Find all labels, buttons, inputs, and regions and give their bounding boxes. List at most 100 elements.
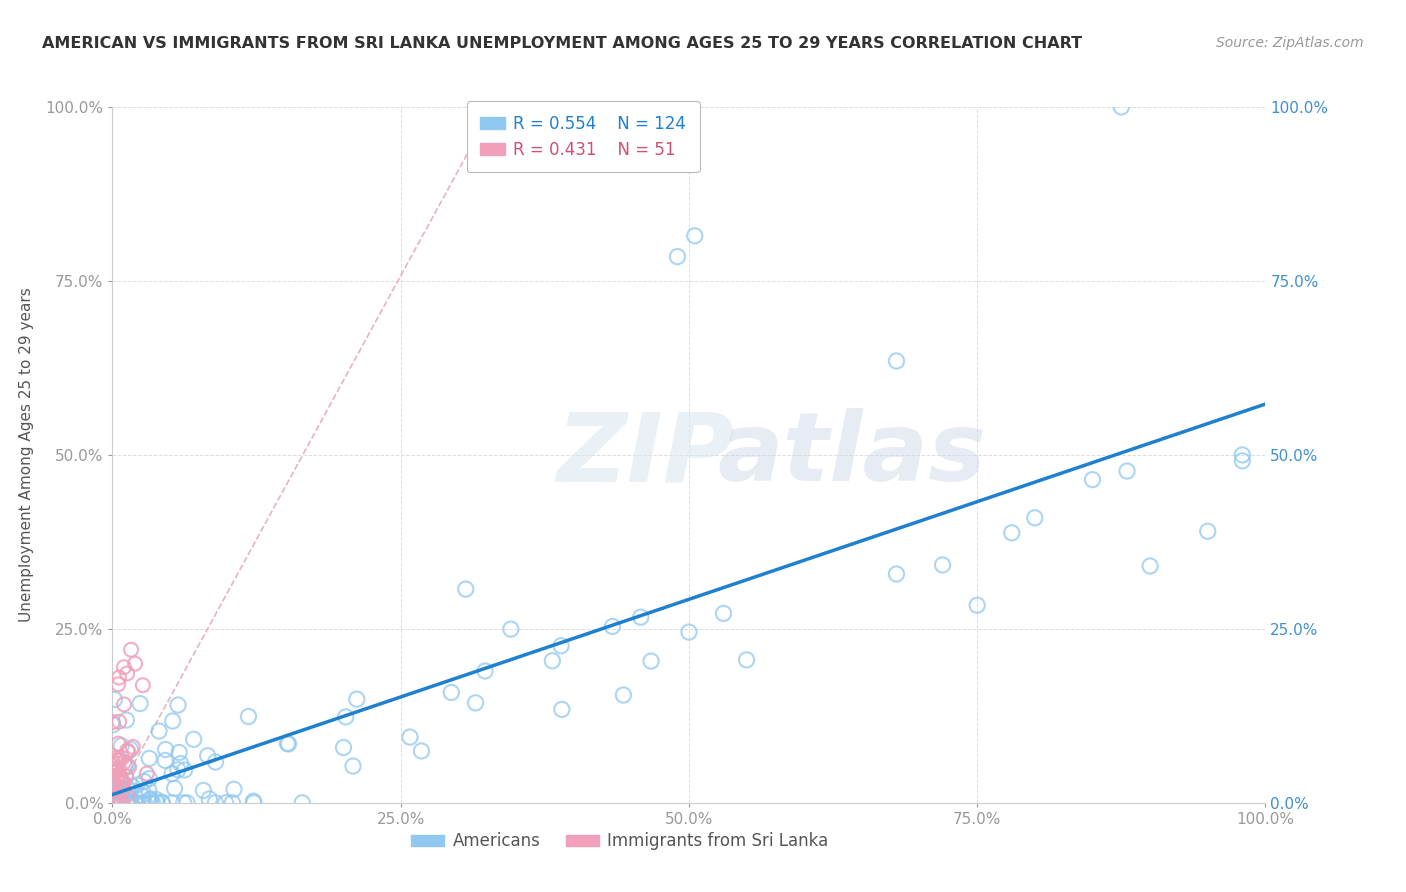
Point bbox=[215, 796, 238, 810]
Y-axis label: Unemployment Among Ages 25 to 29 years: Unemployment Among Ages 25 to 29 years bbox=[20, 287, 34, 623]
Point bbox=[107, 796, 129, 810]
Point bbox=[131, 784, 153, 798]
Point bbox=[110, 739, 132, 753]
Point bbox=[132, 678, 155, 692]
Point bbox=[155, 742, 177, 756]
Point bbox=[666, 250, 689, 264]
Point bbox=[103, 796, 125, 810]
Point bbox=[1116, 464, 1139, 478]
Point bbox=[735, 653, 758, 667]
Point bbox=[101, 759, 124, 773]
Point bbox=[124, 657, 146, 671]
Point bbox=[630, 610, 652, 624]
Point bbox=[115, 796, 138, 810]
Point bbox=[139, 793, 162, 807]
Point bbox=[335, 710, 357, 724]
Point bbox=[221, 796, 243, 810]
Point bbox=[110, 794, 132, 808]
Text: atlas: atlas bbox=[718, 409, 987, 501]
Point bbox=[120, 796, 142, 810]
Point bbox=[197, 748, 219, 763]
Point bbox=[110, 796, 132, 810]
Point bbox=[153, 754, 176, 768]
Point bbox=[115, 758, 138, 772]
Point bbox=[1001, 525, 1024, 540]
Point bbox=[243, 796, 266, 810]
Point bbox=[138, 783, 160, 797]
Point bbox=[115, 789, 138, 803]
Point bbox=[134, 796, 156, 810]
Point bbox=[499, 622, 522, 636]
Point bbox=[117, 796, 139, 810]
Point bbox=[204, 755, 226, 769]
Point bbox=[120, 783, 142, 797]
Point bbox=[110, 796, 132, 810]
Point bbox=[108, 772, 131, 787]
Point bbox=[115, 666, 138, 681]
Point bbox=[148, 724, 170, 739]
Point bbox=[114, 770, 136, 784]
Point bbox=[105, 756, 128, 771]
Point bbox=[551, 702, 574, 716]
Point bbox=[170, 756, 193, 771]
Point bbox=[125, 778, 148, 792]
Point bbox=[108, 796, 131, 810]
Point bbox=[110, 793, 132, 807]
Point bbox=[145, 796, 167, 810]
Point bbox=[163, 781, 186, 796]
Point bbox=[103, 796, 125, 810]
Point bbox=[112, 660, 135, 674]
Point bbox=[115, 796, 138, 810]
Point bbox=[117, 783, 139, 797]
Point bbox=[105, 785, 128, 799]
Point bbox=[105, 751, 128, 765]
Point bbox=[167, 746, 190, 760]
Point bbox=[183, 732, 205, 747]
Point bbox=[886, 567, 908, 582]
Point bbox=[108, 671, 131, 685]
Point bbox=[105, 753, 128, 767]
Point bbox=[125, 796, 148, 810]
Point bbox=[139, 791, 162, 805]
Point bbox=[103, 795, 125, 809]
Point bbox=[474, 664, 496, 678]
Point bbox=[1111, 100, 1133, 114]
Point bbox=[104, 788, 127, 802]
Point bbox=[277, 737, 299, 751]
Point bbox=[108, 780, 131, 795]
Point bbox=[110, 784, 132, 798]
Point bbox=[1081, 473, 1104, 487]
Point bbox=[108, 795, 131, 809]
Point bbox=[713, 607, 735, 621]
Point bbox=[291, 796, 314, 810]
Point bbox=[129, 697, 152, 711]
Point bbox=[173, 763, 195, 777]
Point bbox=[101, 794, 124, 808]
Point bbox=[103, 774, 125, 789]
Point bbox=[107, 770, 129, 784]
Point bbox=[103, 791, 125, 805]
Point bbox=[101, 777, 124, 791]
Point bbox=[107, 677, 129, 691]
Point bbox=[141, 796, 163, 810]
Point bbox=[112, 698, 135, 712]
Point bbox=[112, 755, 135, 769]
Point bbox=[150, 796, 173, 810]
Point bbox=[966, 599, 988, 613]
Point bbox=[131, 796, 153, 810]
Point bbox=[121, 780, 143, 794]
Point bbox=[105, 769, 128, 783]
Point bbox=[115, 713, 138, 727]
Point bbox=[135, 766, 157, 780]
Point bbox=[276, 737, 298, 751]
Point bbox=[124, 796, 146, 810]
Point bbox=[112, 775, 135, 789]
Point bbox=[121, 739, 143, 754]
Point bbox=[132, 774, 155, 789]
Point bbox=[101, 770, 124, 784]
Point bbox=[108, 763, 131, 777]
Point bbox=[107, 753, 129, 767]
Point bbox=[120, 796, 142, 810]
Point bbox=[105, 762, 128, 776]
Point bbox=[346, 692, 368, 706]
